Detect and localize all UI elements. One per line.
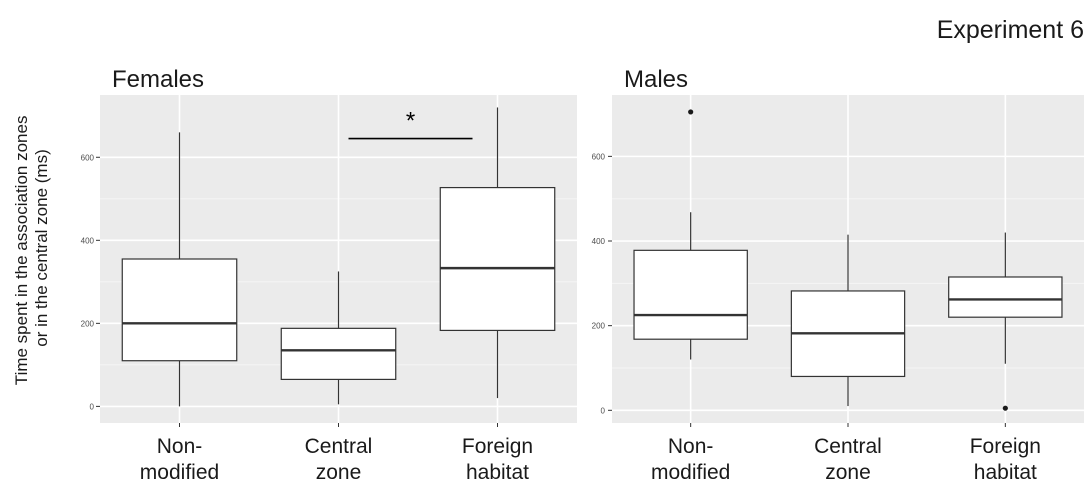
y-axis-label: Time spent in the association zones or i… bbox=[12, 111, 51, 385]
y-axis-label-line-2: or in the central zone (ms) bbox=[32, 149, 51, 346]
x-tick-label-line: Non- bbox=[157, 435, 203, 458]
iqr-box bbox=[280, 327, 397, 381]
panel-title: Males bbox=[624, 66, 688, 93]
x-tick-label-line: habitat bbox=[466, 461, 529, 484]
x-tick-label-line: zone bbox=[316, 461, 362, 484]
x-tick-label-line: Central bbox=[305, 435, 373, 458]
box-non-modified bbox=[633, 109, 748, 360]
x-tick-label-line: zone bbox=[825, 461, 871, 484]
x-tick-label-line: modified bbox=[651, 461, 730, 484]
y-tick-label: 0 bbox=[90, 402, 95, 411]
y-tick-label: 400 bbox=[81, 236, 95, 245]
x-tick-label: Non-modified bbox=[140, 435, 219, 484]
y-axis-label-line-1: Time spent in the association zones bbox=[12, 116, 31, 386]
x-tick-label-line: Central bbox=[814, 435, 882, 458]
iqr-box bbox=[439, 186, 556, 332]
y-tick-label: 600 bbox=[81, 153, 95, 162]
y-tick-label: 600 bbox=[592, 152, 606, 161]
figure-title: Experiment 6 bbox=[937, 16, 1084, 44]
box-foreign-habitat bbox=[439, 107, 556, 399]
iqr-box bbox=[633, 249, 748, 340]
panel-females: 0 200 400 600 Non-modified Central zone Foreign… bbox=[81, 66, 577, 484]
y-tick-label: 200 bbox=[81, 319, 95, 328]
x-tick-label-line: habitat bbox=[974, 461, 1037, 484]
box-central-zone bbox=[280, 271, 397, 405]
y-tick-label: 200 bbox=[592, 322, 606, 331]
outlier-point bbox=[688, 109, 694, 115]
x-tick-label: Central zone bbox=[305, 435, 373, 484]
x-tick-label: Foreign habitat bbox=[970, 435, 1041, 484]
iqr-box bbox=[948, 276, 1063, 318]
x-tick-label: Central zone bbox=[814, 435, 882, 484]
x-tick-label-line: Non- bbox=[668, 435, 714, 458]
x-tick-label: Non-modified bbox=[651, 435, 730, 484]
iqr-box bbox=[121, 258, 238, 362]
x-tick-label: Foreign habitat bbox=[462, 435, 533, 484]
box-foreign-habitat bbox=[948, 232, 1063, 411]
outlier-point bbox=[1002, 405, 1008, 411]
box-non-modified bbox=[121, 132, 238, 407]
panel-title: Females bbox=[112, 66, 204, 93]
x-tick-label-line: Foreign bbox=[970, 435, 1041, 458]
significance-label: * bbox=[406, 108, 415, 135]
x-tick-label-line: Foreign bbox=[462, 435, 533, 458]
panel-males: 0 200 400 600 Non-modified Central zone Foreign… bbox=[592, 66, 1084, 484]
x-tick-label-line: modified bbox=[140, 461, 219, 484]
y-tick-label: 400 bbox=[592, 237, 606, 246]
y-tick-label: 0 bbox=[601, 406, 606, 415]
box-central-zone bbox=[790, 234, 906, 407]
